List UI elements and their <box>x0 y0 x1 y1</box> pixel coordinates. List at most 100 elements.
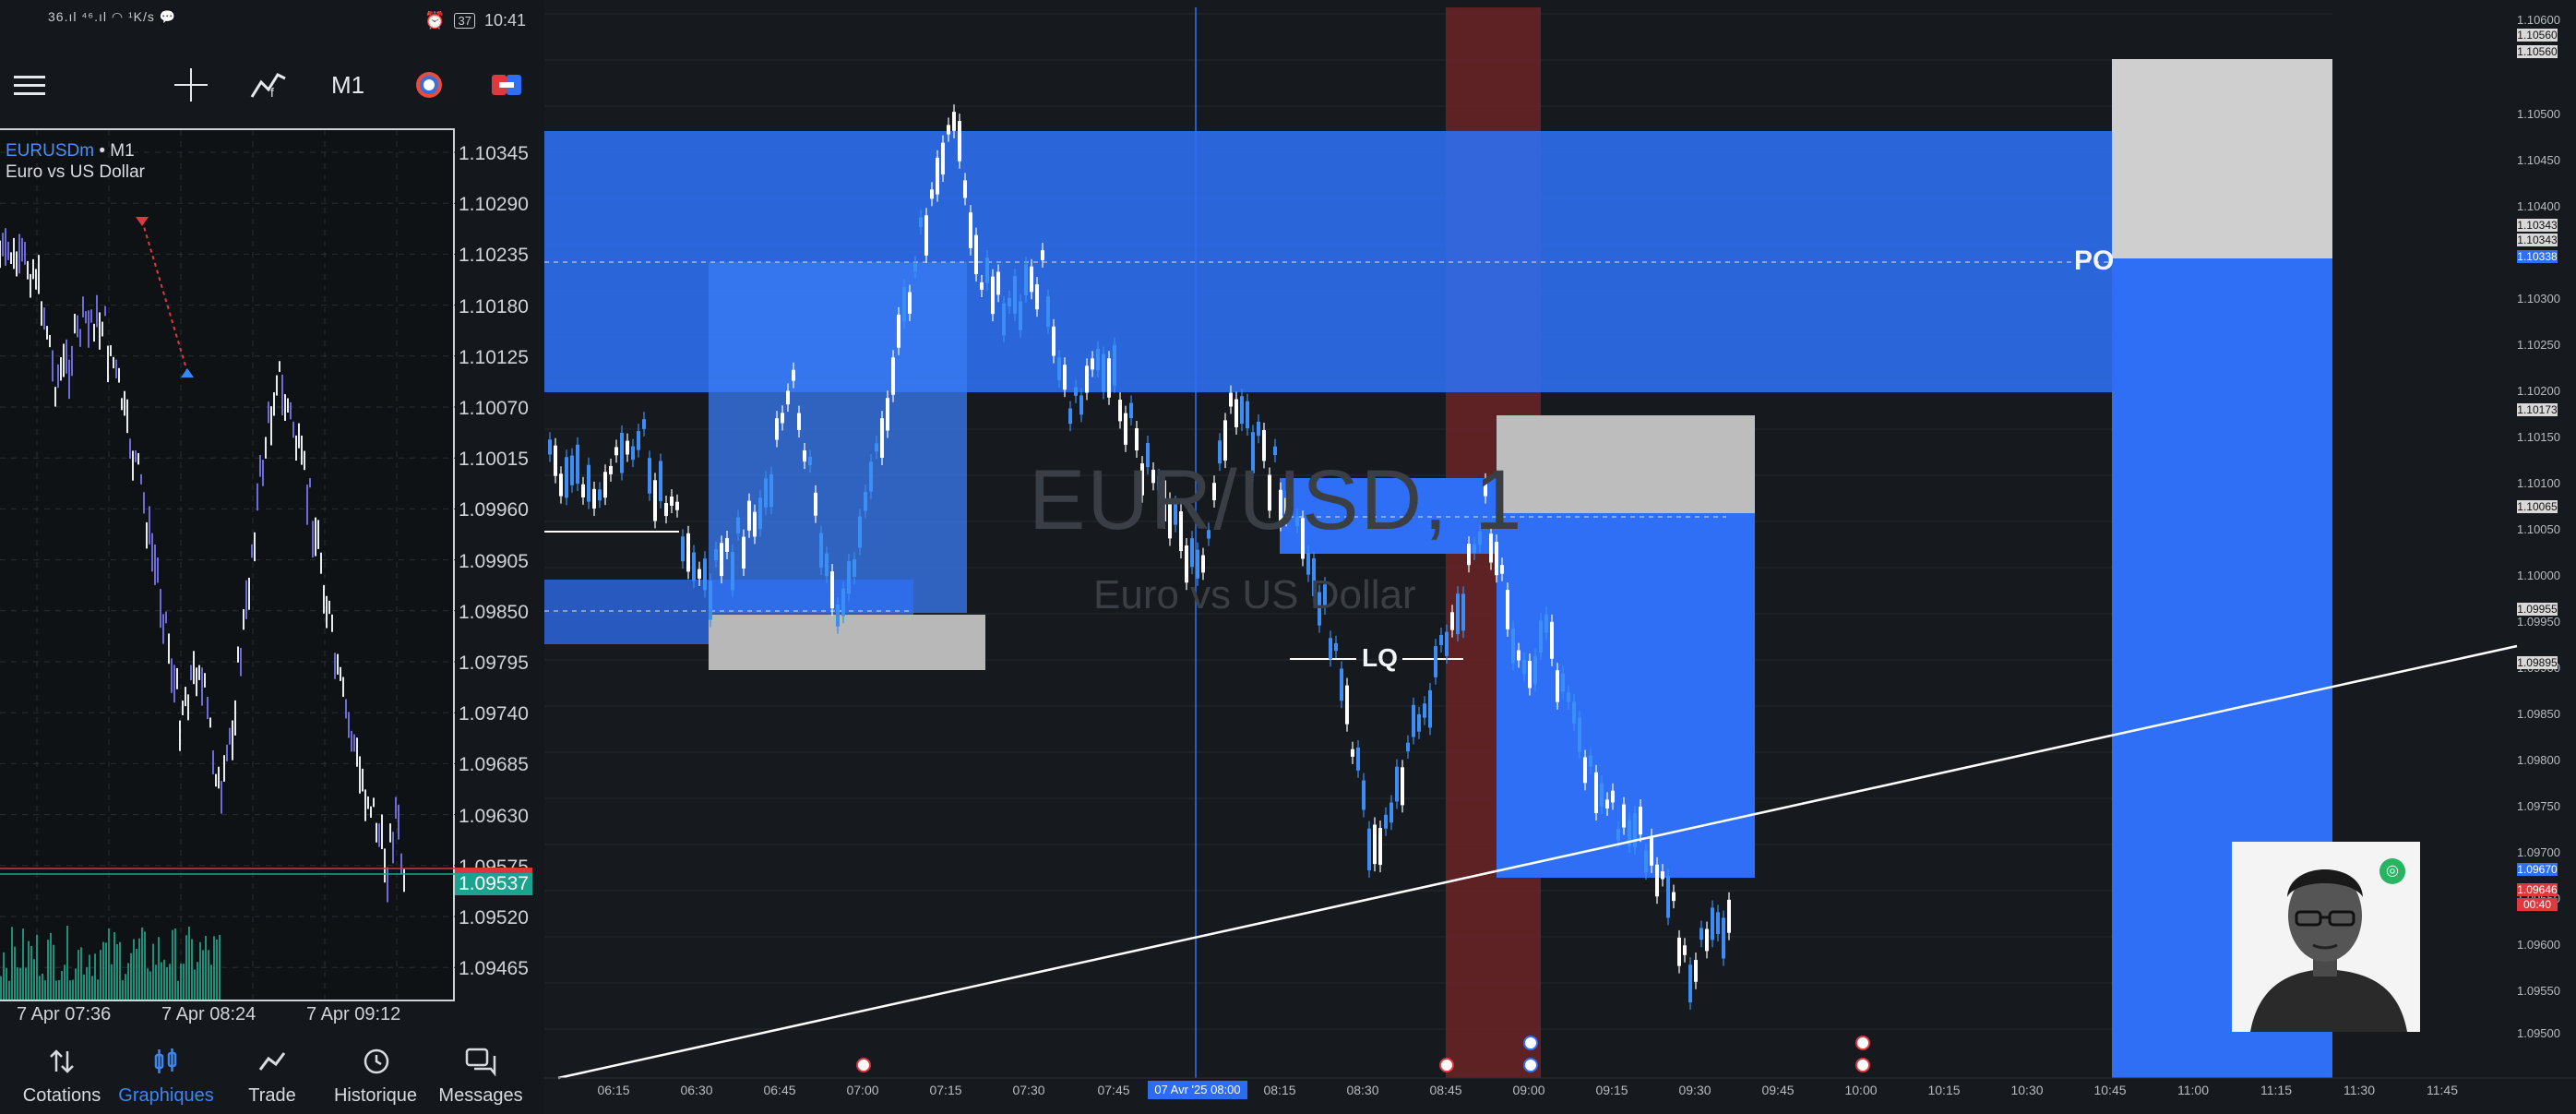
candle-body <box>1406 742 1410 752</box>
mini-price-chart[interactable] <box>0 128 455 1003</box>
mini-volume-bar <box>213 936 215 1000</box>
event-flag-icon[interactable] <box>1523 1036 1538 1050</box>
mini-symbol: EURUSDm <box>6 141 95 161</box>
timeframe-button[interactable]: M1 <box>330 70 365 99</box>
candle-body <box>1633 813 1637 848</box>
nav-messages[interactable]: Messages <box>430 1041 531 1114</box>
candle-body <box>1434 646 1437 677</box>
event-flag-icon[interactable] <box>1855 1036 1870 1050</box>
candle-body <box>559 473 563 497</box>
main-chart[interactable]: EUR/USD, 1 Euro vs US Dollar LQ PO 07 Av… <box>544 0 2576 1114</box>
candle-body <box>1284 497 1288 520</box>
mini-separator: • <box>94 141 111 161</box>
main-time-label: 06:30 <box>680 1083 713 1097</box>
candle-body <box>1650 835 1653 866</box>
main-time-label: 08:45 <box>1429 1083 1462 1097</box>
price-tag: 1.09955 <box>2517 603 2558 616</box>
candle-body <box>1030 266 1033 293</box>
crosshair-button[interactable] <box>170 55 212 114</box>
price-tag: 1.10560 <box>2517 45 2558 58</box>
event-flag-icon[interactable] <box>1439 1058 1454 1072</box>
candle-body <box>1312 557 1316 596</box>
nav-historique[interactable]: Historique <box>325 1041 426 1114</box>
mini-chart-header: EURUSDm • M1 Euro vs US Dollar <box>6 140 145 183</box>
candle-body <box>1129 402 1133 419</box>
candle-body <box>1257 421 1260 437</box>
swap-icon <box>11 1041 113 1082</box>
main-time-label: 07:00 <box>846 1083 879 1097</box>
alarm-icon: ⏰ <box>424 11 446 30</box>
candle-body <box>1052 326 1055 356</box>
candle-body <box>1207 530 1210 539</box>
candle-body <box>1118 400 1122 422</box>
event-flag-icon[interactable] <box>1523 1058 1538 1072</box>
mini-volume-bar <box>163 959 165 1000</box>
candle-body <box>1384 814 1388 829</box>
candle-body <box>1594 772 1598 813</box>
mini-volume-bar <box>210 964 212 1000</box>
candle-body <box>614 447 618 456</box>
candle-body <box>930 189 934 199</box>
candle-body <box>1179 511 1183 552</box>
candle-body <box>924 215 928 256</box>
candle-body <box>1024 263 1028 296</box>
camera-badge-icon: ◎ <box>2379 858 2405 884</box>
mini-volume-bar <box>169 964 171 1000</box>
mini-volume-bar <box>185 935 187 1000</box>
main-time-label: 09:45 <box>1761 1083 1795 1097</box>
candle-body <box>1074 387 1078 396</box>
nav-cotations[interactable]: Cotations <box>11 1041 113 1114</box>
candle-body <box>803 449 806 462</box>
candle-body <box>570 455 574 485</box>
candle-body <box>1102 353 1105 392</box>
objects-button[interactable] <box>406 55 452 114</box>
candle-body <box>1218 440 1222 464</box>
mini-volume-bar <box>147 968 149 1000</box>
mini-time-label: 7 Apr 07:36 <box>17 1004 112 1024</box>
candle-body <box>603 472 607 498</box>
mini-price-label: 1.09630 <box>459 805 529 827</box>
candle-body <box>587 464 590 502</box>
candle-body <box>675 501 679 510</box>
mini-price-label: 1.10125 <box>459 346 529 368</box>
mini-volume-bar <box>72 979 74 1000</box>
mini-volume-bar <box>125 974 126 1000</box>
candle-body <box>598 489 602 501</box>
candle-body <box>1306 553 1310 575</box>
webcam-avatar: ◎ <box>2232 842 2420 1032</box>
menu-button[interactable] <box>11 55 48 114</box>
mini-volume-bar <box>188 926 190 1000</box>
nav-graphiques[interactable]: Graphiques <box>115 1041 217 1114</box>
mini-time-label: 7 Apr 09:12 <box>306 1004 401 1024</box>
candle-body <box>1705 928 1709 952</box>
mini-volume-bar <box>119 941 121 1000</box>
main-price-label: 1.10600 <box>2517 13 2560 27</box>
candle-body <box>1539 620 1543 653</box>
mini-volume-bar <box>3 952 5 1000</box>
candle-body <box>764 478 768 508</box>
one-click-trade-button[interactable] <box>483 55 530 114</box>
candle-body <box>886 398 889 431</box>
candle-body <box>1378 828 1382 866</box>
event-flag-icon[interactable] <box>856 1058 871 1072</box>
candle-body <box>620 432 624 473</box>
indicators-button[interactable]: f <box>244 55 293 114</box>
candle-body <box>609 465 613 474</box>
candle-body <box>1002 303 1006 336</box>
candle-body <box>902 286 906 322</box>
mini-price-label: 1.09905 <box>459 550 529 572</box>
candle-body <box>1672 892 1676 902</box>
price-tag: 1.10343 <box>2517 219 2558 232</box>
candle-body <box>1655 864 1659 897</box>
candle-body <box>947 125 950 135</box>
main-price-label: 1.09500 <box>2517 1026 2560 1040</box>
candle-body <box>1699 928 1703 940</box>
nav-trade[interactable]: Trade <box>221 1041 323 1114</box>
candle-body <box>913 263 917 272</box>
candle-body <box>670 497 674 507</box>
candle-body <box>1639 807 1642 835</box>
main-time-label: 09:00 <box>1512 1083 1545 1097</box>
event-flag-icon[interactable] <box>1855 1058 1870 1072</box>
mini-price-label: 1.10070 <box>459 398 529 419</box>
mini-volume-bar <box>152 943 154 1000</box>
